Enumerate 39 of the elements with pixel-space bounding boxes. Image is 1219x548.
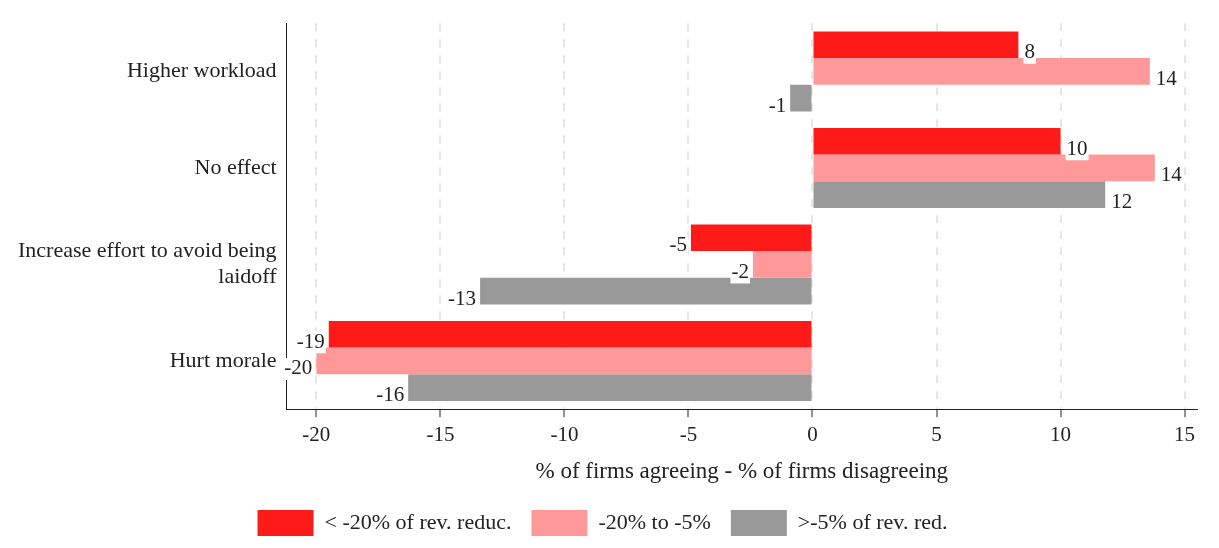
bar xyxy=(480,277,812,305)
bar xyxy=(813,154,1155,182)
legend-label: -20% to -5% xyxy=(598,508,711,534)
x-tick-label: 5 xyxy=(931,422,942,447)
bar xyxy=(790,84,812,112)
x-tick-label: -10 xyxy=(550,422,579,447)
bar xyxy=(813,58,1150,85)
data-label: 14 xyxy=(1155,65,1178,90)
x-tick-label: -20 xyxy=(302,422,331,447)
data-label: 12 xyxy=(1111,189,1133,214)
data-label: 10 xyxy=(1066,135,1088,160)
data-label: -1 xyxy=(768,92,787,117)
x-tick-label: 0 xyxy=(807,422,818,447)
bar xyxy=(408,374,812,401)
data-label: -5 xyxy=(669,232,687,257)
y-tick-label: Higher workload xyxy=(126,57,277,83)
bar xyxy=(813,31,1019,59)
y-tick-label: Increase effort to avoid being laidoff xyxy=(17,237,278,289)
y-tick-label: Hurt morale xyxy=(169,346,277,372)
data-label: -20 xyxy=(284,355,313,380)
x-tick-label: 10 xyxy=(1050,422,1072,447)
data-label: 14 xyxy=(1160,162,1183,187)
bar xyxy=(752,251,812,278)
data-label: -2 xyxy=(731,258,749,283)
y-tick-label: No effect xyxy=(194,153,277,179)
bar xyxy=(813,181,1106,208)
bar xyxy=(316,347,812,375)
x-axis-title: % of firms agreeing - % of firms disagreeing xyxy=(535,458,949,484)
bar xyxy=(813,127,1061,155)
bar xyxy=(690,224,812,252)
x-tick-label: -15 xyxy=(426,422,455,447)
data-label: -19 xyxy=(296,328,325,353)
x-tick-label: 15 xyxy=(1174,422,1196,447)
data-label: -13 xyxy=(448,285,477,310)
data-label: 8 xyxy=(1024,39,1035,64)
legend-label: >-5% of rev. red. xyxy=(797,508,948,534)
data-label: -16 xyxy=(376,382,405,407)
legend-label: < -20% of rev. reduc. xyxy=(324,508,512,534)
x-tick-label: -5 xyxy=(679,422,698,447)
